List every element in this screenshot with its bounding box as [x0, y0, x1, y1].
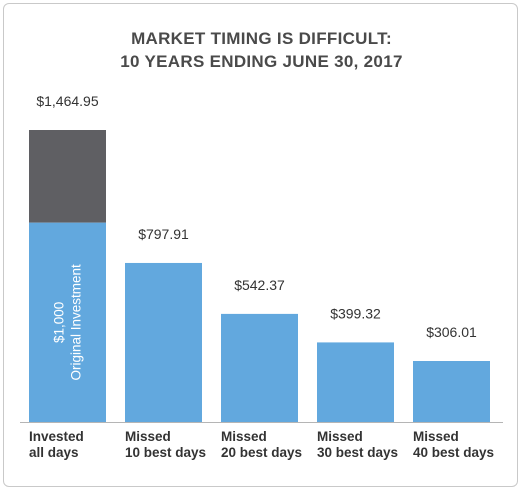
- original-investment-label: $1,000: [52, 302, 67, 343]
- category-label: 30 best days: [317, 445, 398, 460]
- bar: [125, 262, 202, 422]
- data-label: $797.91: [138, 226, 189, 242]
- data-label: $399.32: [330, 305, 381, 321]
- category-label: all days: [29, 445, 79, 460]
- bar-gain-segment: [29, 130, 106, 223]
- category-label: 40 best days: [413, 445, 494, 460]
- bar: [413, 361, 490, 422]
- category-label: Missed: [317, 429, 363, 444]
- category-label: Missed: [413, 429, 459, 444]
- bar: [221, 313, 298, 422]
- category-label: 20 best days: [221, 445, 302, 460]
- category-label: 10 best days: [125, 445, 206, 460]
- category-label: Missed: [125, 429, 171, 444]
- original-investment-label: Original Investment: [69, 264, 84, 381]
- data-label: $306.01: [426, 324, 477, 340]
- chart-title-line-1: MARKET TIMING IS DIFFICULT:: [131, 29, 392, 48]
- data-label: $542.37: [234, 277, 285, 293]
- chart-frame: [3, 3, 518, 487]
- bar-original-investment: [29, 222, 106, 422]
- data-label: $1,464.95: [36, 93, 98, 109]
- category-label: Missed: [221, 429, 267, 444]
- category-label: Invested: [29, 429, 84, 444]
- bar: [317, 342, 394, 422]
- chart-title-line-2: 10 YEARS ENDING JUNE 30, 2017: [120, 52, 403, 71]
